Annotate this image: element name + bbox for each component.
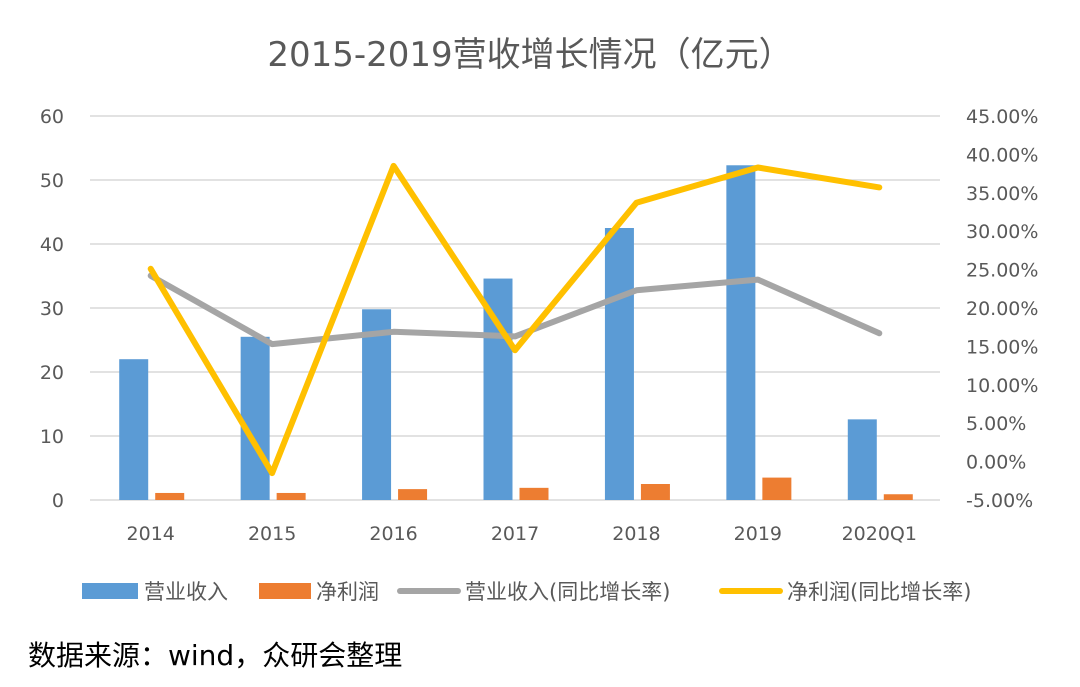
- left-tick-label: 20: [40, 362, 64, 384]
- bar-net-profit: [519, 487, 549, 500]
- right-tick-label: 45.00%: [966, 106, 1038, 128]
- gridlines: [90, 115, 940, 501]
- right-tick-label: 15.00%: [966, 336, 1038, 358]
- bar-revenue: [604, 228, 634, 500]
- chart-title: 2015-2019营收增长情况（亿元）: [267, 35, 792, 75]
- bar-net-profit: [155, 492, 185, 500]
- bar-revenue: [240, 336, 270, 500]
- right-tick-label: 30.00%: [966, 221, 1038, 243]
- right-tick-label: 25.00%: [966, 260, 1038, 282]
- bar-net-profit: [398, 489, 428, 500]
- bar-revenue: [847, 419, 877, 500]
- x-tick-label: 2016: [369, 523, 417, 545]
- bar-net-profit: [883, 494, 913, 500]
- x-tick-label: 2014: [127, 523, 175, 545]
- source-note: 数据来源：wind，众研会整理: [28, 639, 403, 672]
- bar-revenue: [119, 359, 149, 500]
- bars: [119, 165, 913, 500]
- bar-revenue: [726, 165, 756, 500]
- right-axis: -5.00% 0.00% 5.00% 10.00% 15.00% 20.00% 25.00%…: [966, 106, 1038, 512]
- left-tick-label: 10: [40, 426, 64, 448]
- right-tick-label: 20.00%: [966, 298, 1038, 320]
- left-tick-label: 60: [40, 106, 64, 128]
- legend-net-profit-swatch: [259, 583, 311, 599]
- right-tick-label: 35.00%: [966, 183, 1038, 205]
- bar-net-profit: [762, 477, 792, 500]
- x-tick-label: 2015: [248, 523, 296, 545]
- line-revenue-growth: [147, 272, 883, 348]
- lines: [147, 162, 883, 477]
- legend: 营业收入 净利润 营业收入(同比增长率) 净利润(同比增长率): [82, 580, 971, 604]
- legend-revenue-swatch: [82, 583, 138, 599]
- bar-revenue: [483, 278, 513, 500]
- legend-revenue-growth-label: 营业收入(同比增长率): [465, 580, 670, 604]
- bar-net-profit: [276, 492, 306, 500]
- right-tick-label: 0.00%: [966, 452, 1026, 474]
- left-tick-label: 0: [52, 490, 64, 512]
- left-tick-label: 50: [40, 170, 64, 192]
- line-net-profit-growth: [147, 162, 883, 477]
- legend-net-profit-growth-label: 净利润(同比增长率): [787, 580, 971, 604]
- x-tick-label: 2019: [734, 523, 782, 545]
- x-axis: 2014 2015 2016 2017 2018 2019 2020Q1: [127, 523, 917, 545]
- legend-net-profit-label: 净利润: [316, 580, 379, 604]
- x-tick-label: 2018: [612, 523, 660, 545]
- x-tick-label: 2017: [491, 523, 539, 545]
- right-tick-label: 5.00%: [966, 413, 1026, 435]
- legend-revenue-label: 营业收入: [144, 580, 228, 604]
- right-tick-label: -5.00%: [966, 490, 1033, 512]
- bar-net-profit: [640, 484, 670, 500]
- left-tick-label: 40: [40, 234, 64, 256]
- right-tick-label: 10.00%: [966, 375, 1038, 397]
- bar-revenue: [362, 309, 392, 500]
- right-tick-label: 40.00%: [966, 144, 1038, 166]
- left-axis: 0 10 20 30 40 50 60: [40, 106, 64, 512]
- left-tick-label: 30: [40, 298, 64, 320]
- x-tick-label: 2020Q1: [842, 523, 917, 545]
